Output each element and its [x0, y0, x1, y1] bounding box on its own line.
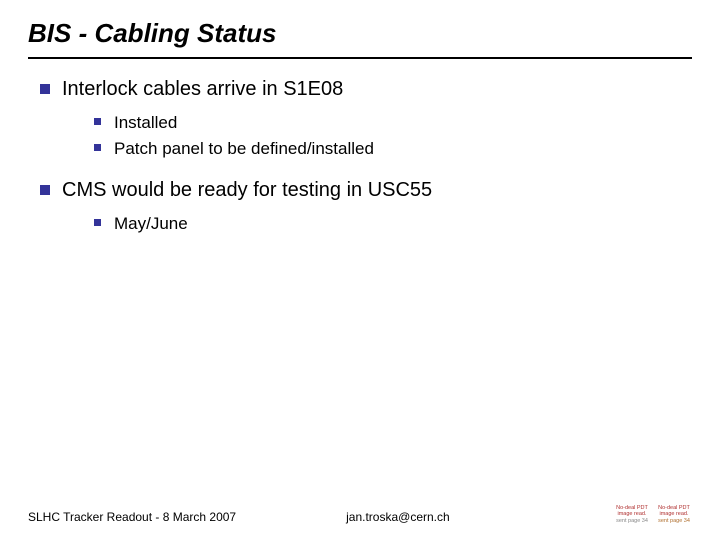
stamp-line: sent page 34	[656, 518, 692, 524]
bullet-list-lvl2: May/June	[62, 213, 692, 235]
bullet-lvl1-item: CMS would be ready for testing in USC55 …	[32, 178, 692, 235]
footer-center: jan.troska@cern.ch	[236, 510, 614, 524]
title-rule	[28, 57, 692, 59]
bullet-list-lvl1: Interlock cables arrive in S1E08 Install…	[32, 77, 692, 235]
bullet-lvl1-item: Interlock cables arrive in S1E08 Install…	[32, 77, 692, 160]
slide-content: Interlock cables arrive in S1E08 Install…	[28, 77, 692, 235]
stamp-line: image read.	[656, 511, 692, 517]
footer-stamp: No-deal PDT image read. sent page 34	[656, 505, 692, 524]
slide-footer: SLHC Tracker Readout - 8 March 2007 jan.…	[28, 505, 692, 524]
bullet-text: Installed	[114, 113, 177, 132]
bullet-lvl2-item: Patch panel to be defined/installed	[86, 138, 692, 160]
bullet-lvl2-item: Installed	[86, 112, 692, 134]
footer-left: SLHC Tracker Readout - 8 March 2007	[28, 510, 236, 524]
bullet-text: Interlock cables arrive in S1E08	[62, 78, 343, 100]
bullet-text: Patch panel to be defined/installed	[114, 139, 374, 158]
slide: BIS - Cabling Status Interlock cables ar…	[0, 0, 720, 540]
slide-title: BIS - Cabling Status	[28, 18, 692, 55]
stamp-line: image read.	[614, 511, 650, 517]
stamp-line: sent page 34	[614, 518, 650, 524]
bullet-text: CMS would be ready for testing in USC55	[62, 179, 432, 201]
bullet-list-lvl2: Installed Patch panel to be defined/inst…	[62, 112, 692, 160]
bullet-lvl2-item: May/June	[86, 213, 692, 235]
footer-right: No-deal PDT image read. sent page 34 No-…	[614, 505, 692, 524]
footer-stamp: No-deal PDT image read. sent page 34	[614, 505, 650, 524]
bullet-text: May/June	[114, 214, 188, 233]
